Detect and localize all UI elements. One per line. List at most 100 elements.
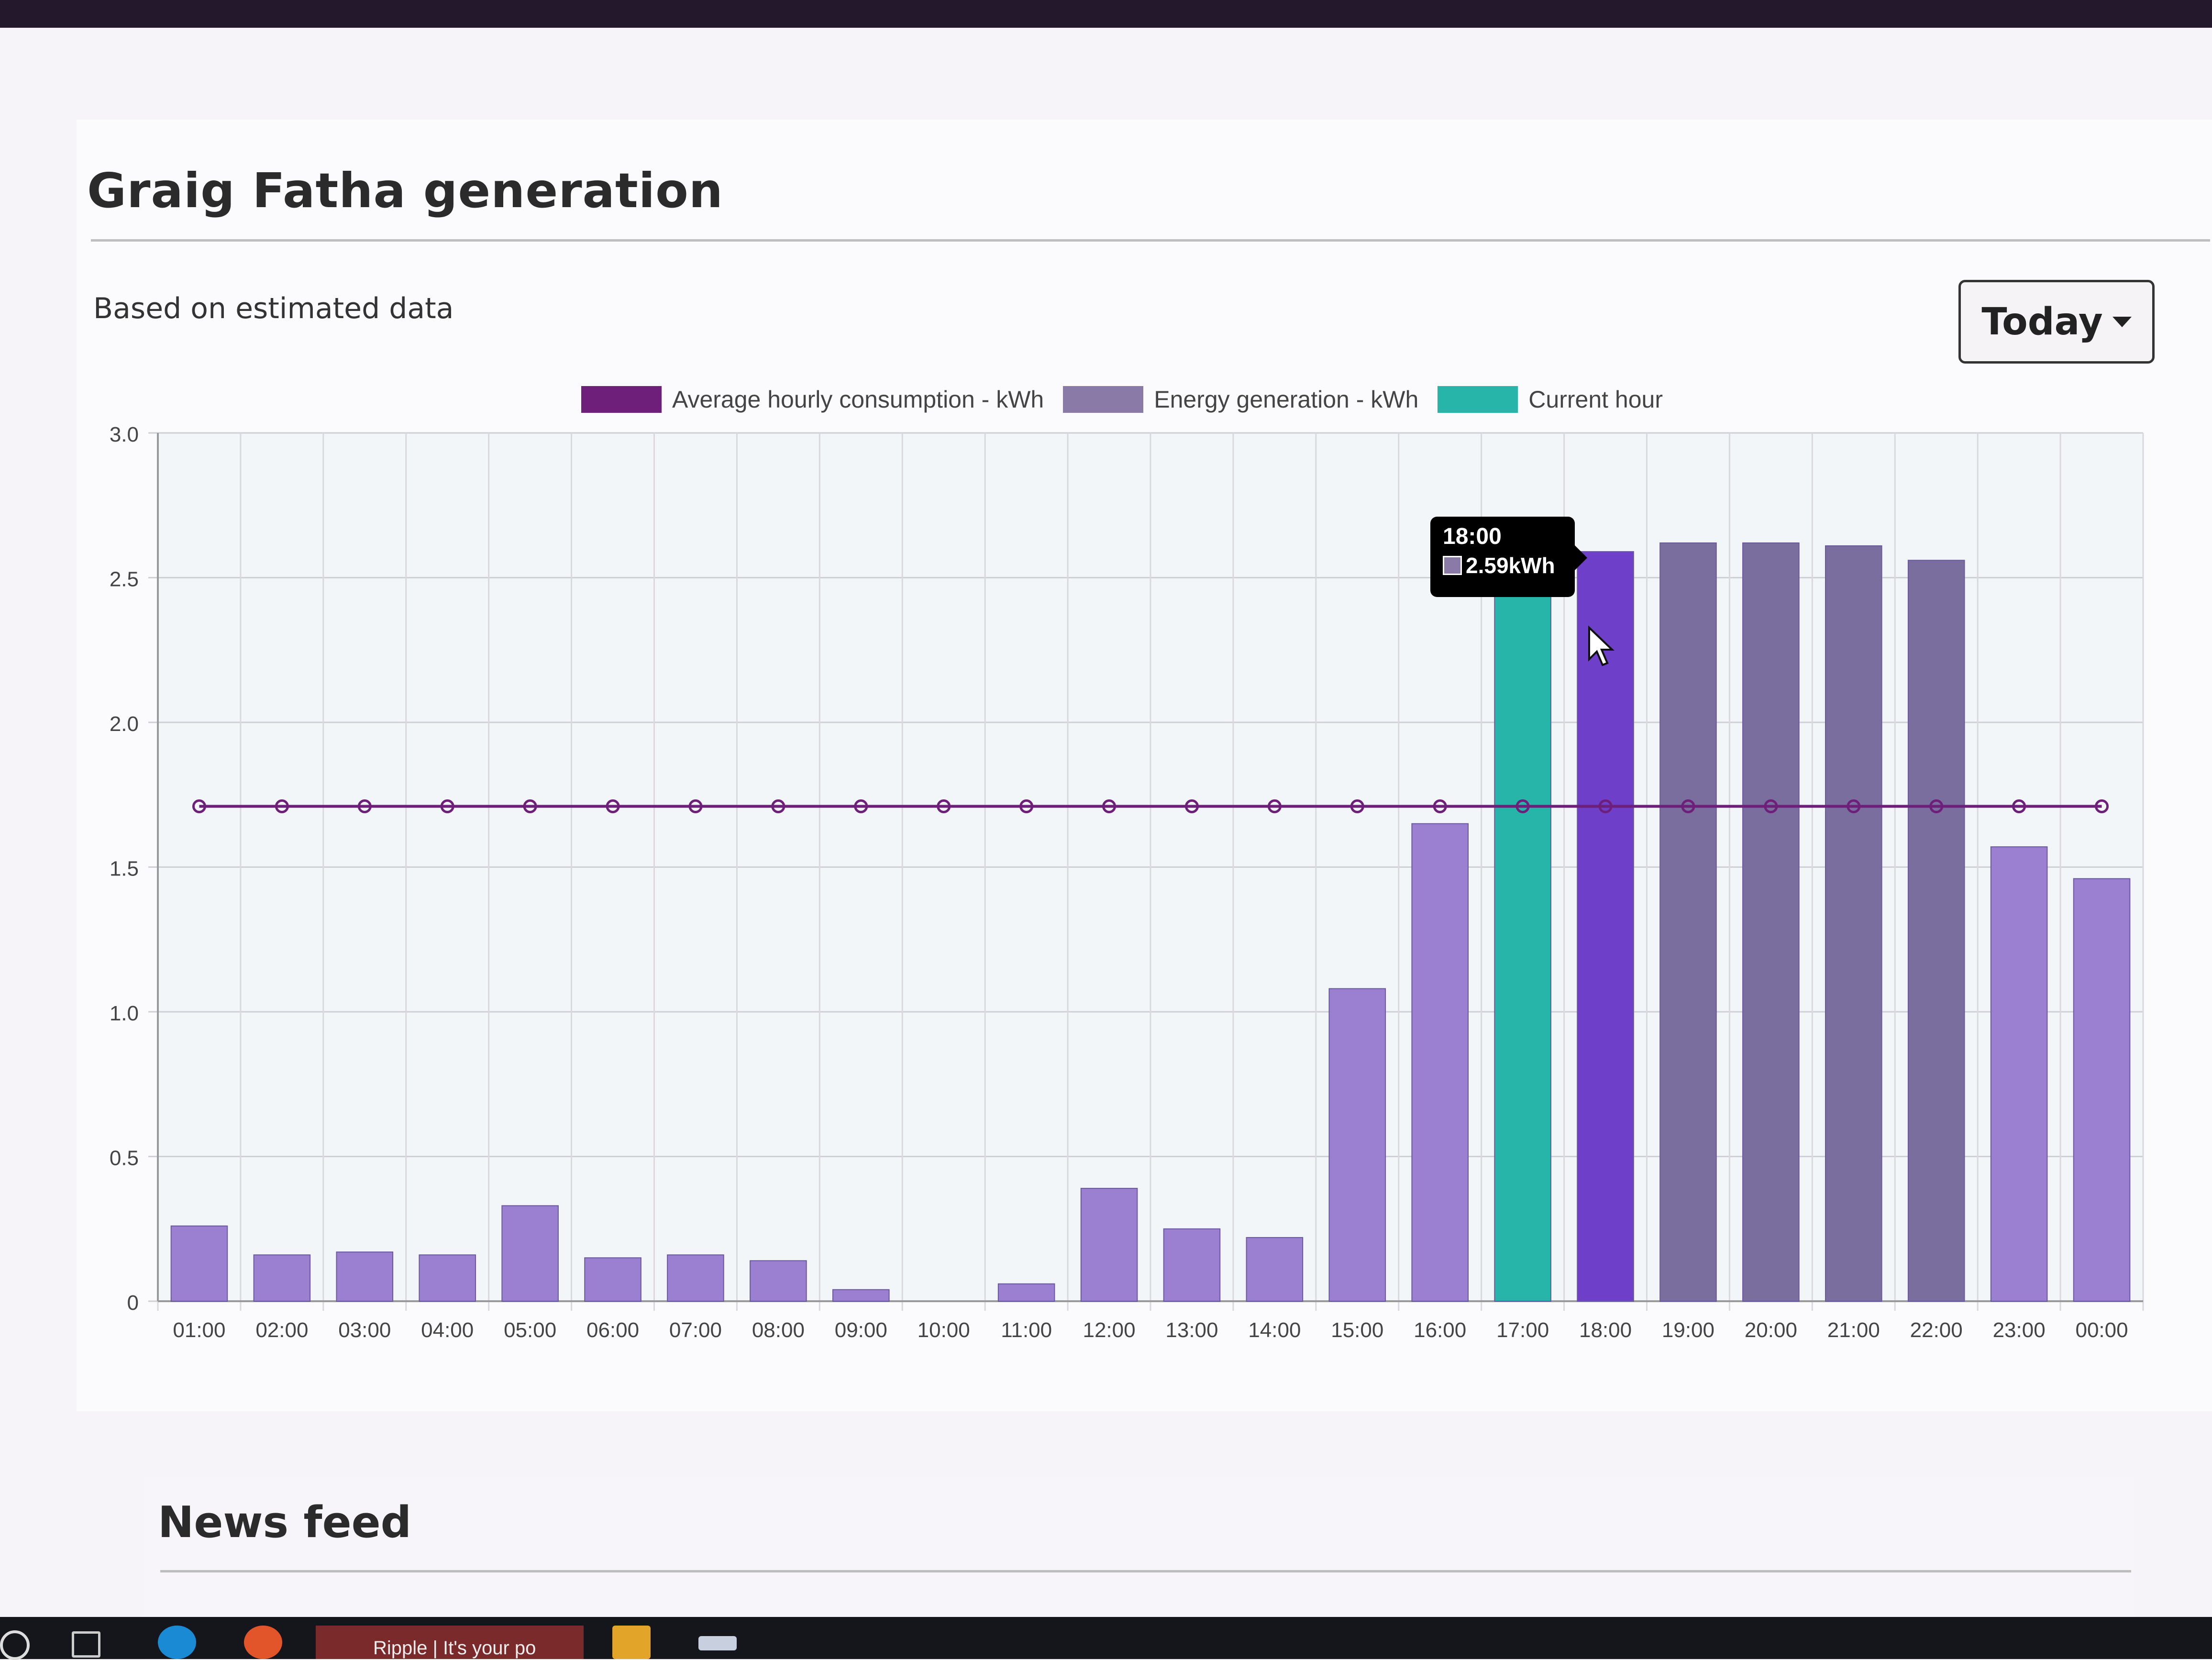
x-tick-label: 08:00 [752,1318,805,1342]
bar-0500[interactable] [501,1205,559,1302]
legend-item-current-hour[interactable]: Current hour [1438,386,1663,413]
bar-0200[interactable] [253,1254,311,1302]
task-view-icon[interactable] [72,1631,100,1658]
consumption-point[interactable] [1350,799,1364,813]
data-note: Based on estimated data [93,292,454,325]
x-tick-label: 17:00 [1496,1318,1549,1342]
x-tick-label: 16:00 [1414,1318,1466,1342]
search-icon[interactable] [0,1630,30,1660]
consumption-point[interactable] [1764,799,1778,813]
consumption-point[interactable] [854,799,868,813]
bar-1900[interactable] [1659,542,1717,1302]
x-tick-label: 12:00 [1083,1318,1135,1342]
x-tick-label: 05:00 [504,1318,556,1342]
consumption-point[interactable] [357,799,372,813]
bar-2000[interactable] [1742,542,1800,1302]
tooltip-swatch [1443,556,1462,575]
title-divider [91,239,2210,242]
x-tick-label: 03:00 [338,1318,391,1342]
period-dropdown-button[interactable]: Today [1958,280,2155,364]
bar-1600[interactable] [1411,823,1469,1302]
consumption-point[interactable] [1267,799,1282,813]
bar-1400[interactable] [1246,1237,1304,1302]
bar-1700[interactable] [1494,571,1551,1302]
consumption-point[interactable] [688,799,703,813]
x-tick-label: 15:00 [1331,1318,1383,1342]
x-tick-label: 21:00 [1827,1318,1880,1342]
edge-icon[interactable] [158,1626,196,1659]
consumption-point[interactable] [2012,799,2026,813]
folder-icon[interactable] [612,1626,651,1659]
news-feed-title: News feed [158,1497,412,1548]
x-tick-label: 02:00 [255,1318,308,1342]
bar-0300[interactable] [336,1251,394,1302]
consumption-point[interactable] [1847,799,1861,813]
x-tick-label: 23:00 [1993,1318,2046,1342]
bar-2100[interactable] [1825,545,1882,1302]
consumption-point[interactable] [937,799,951,813]
bar-2300[interactable] [1990,846,2048,1302]
bar-1500[interactable] [1328,988,1386,1302]
consumption-point[interactable] [2095,799,2109,813]
x-tick-label: 01:00 [173,1318,225,1342]
y-tick-label: 3.0 [110,423,139,446]
bar-2200[interactable] [1907,560,1965,1302]
legend-label: Energy generation - kWh [1154,386,1419,413]
legend-item-generation[interactable]: Energy generation - kWh [1063,386,1418,413]
legend-item-consumption[interactable]: Average hourly consumption - kWh [581,386,1044,413]
x-tick-label: 18:00 [1579,1318,1632,1342]
news-divider [160,1570,2131,1572]
consumption-point[interactable] [1433,799,1447,813]
bar-1800[interactable] [1577,551,1634,1302]
bar-0600[interactable] [584,1257,641,1302]
bar-1200[interactable] [1080,1188,1138,1302]
app-icon[interactable] [698,1636,737,1650]
bar-1100[interactable] [997,1283,1055,1302]
chart-tooltip: 18:00 2.59kWh [1430,517,1587,597]
page-title: Graig Fatha generation [87,163,723,219]
y-tick-label: 0 [127,1291,139,1315]
taskbar-chrome-tab[interactable]: Ripple | It's your po [316,1626,584,1659]
bar-1300[interactable] [1163,1228,1221,1302]
consumption-point[interactable] [1102,799,1117,813]
y-tick-label: 1.5 [110,857,139,881]
x-tick-label: 11:00 [1001,1318,1052,1342]
x-tick-label: 22:00 [1910,1318,1963,1342]
legend-label: Average hourly consumption - kWh [672,386,1044,413]
firefox-icon[interactable] [244,1626,282,1659]
consumption-point[interactable] [1019,799,1034,813]
consumption-point[interactable] [606,799,620,813]
y-tick-label: 2.5 [110,568,139,591]
bar-0800[interactable] [750,1260,807,1302]
bar-0700[interactable] [667,1254,724,1302]
bar-0400[interactable] [419,1254,476,1302]
consumption-point[interactable] [440,799,454,813]
consumption-point[interactable] [192,799,206,813]
x-tick-label: 20:00 [1745,1318,1797,1342]
legend-label: Current hour [1528,386,1663,413]
consumption-point[interactable] [771,799,785,813]
x-tick-label: 04:00 [421,1318,474,1342]
period-label: Today [1981,300,2103,343]
y-tick-label: 1.0 [110,1002,139,1025]
consumption-point[interactable] [1184,799,1199,813]
consumption-point[interactable] [523,799,537,813]
y-tick-label: 2.0 [110,712,139,736]
x-tick-label: 10:00 [918,1318,970,1342]
consumption-point[interactable] [1515,799,1530,813]
generation-chart: 0 0.5 1.0 1.5 2.0 2.5 3.0 01:00 02:00 03:00 04:00 0… [110,423,2144,1342]
bar-0000[interactable] [2073,878,2131,1302]
consumption-point[interactable] [275,799,289,813]
x-tick-label: 00:00 [2075,1318,2128,1342]
chart-legend: Average hourly consumption - kWh Energy … [581,383,1682,416]
legend-swatch [581,386,662,413]
caret-down-icon [2112,316,2132,327]
x-tick-label: 14:00 [1248,1318,1301,1342]
x-tick-label: 06:00 [586,1318,639,1342]
legend-swatch [1438,386,1518,413]
consumption-point[interactable] [1598,799,1613,813]
consumption-point[interactable] [1681,799,1695,813]
consumption-point[interactable] [1929,799,1944,813]
bar-0100[interactable] [170,1225,228,1302]
bar-0900[interactable] [832,1289,890,1302]
